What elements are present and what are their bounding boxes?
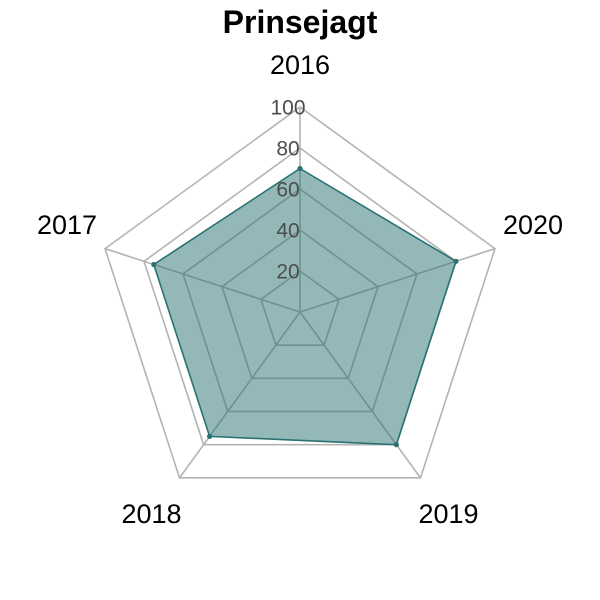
category-label-2016: 2016 bbox=[270, 50, 330, 80]
data-point-2017 bbox=[151, 261, 157, 268]
series-area bbox=[152, 167, 457, 446]
category-label-2017: 2017 bbox=[37, 210, 97, 240]
grid-ring-100 bbox=[104, 106, 496, 479]
data-point-2019 bbox=[393, 442, 399, 448]
radial-tick-labels: 20 40 60 80 100 bbox=[270, 97, 305, 284]
chart-title: Prinsejagt bbox=[222, 4, 378, 40]
radial-tick-label-60: 60 bbox=[276, 179, 299, 202]
category-labels: 2016 2020 2019 2018 2017 bbox=[37, 50, 563, 529]
grid-ring-80 bbox=[143, 147, 457, 446]
data-point-2016 bbox=[297, 165, 303, 172]
radial-tick-label-40: 40 bbox=[276, 220, 299, 243]
data-point-2020 bbox=[453, 258, 459, 264]
category-label-2019: 2019 bbox=[418, 499, 478, 529]
radial-tick-label-100: 100 bbox=[270, 97, 305, 120]
radial-tick-label-20: 20 bbox=[276, 261, 299, 284]
data-point-2018 bbox=[207, 433, 213, 439]
category-label-2018: 2018 bbox=[121, 499, 181, 529]
radar-series bbox=[151, 165, 459, 448]
category-label-2020: 2020 bbox=[503, 210, 563, 240]
radial-tick-label-80: 80 bbox=[276, 138, 299, 161]
